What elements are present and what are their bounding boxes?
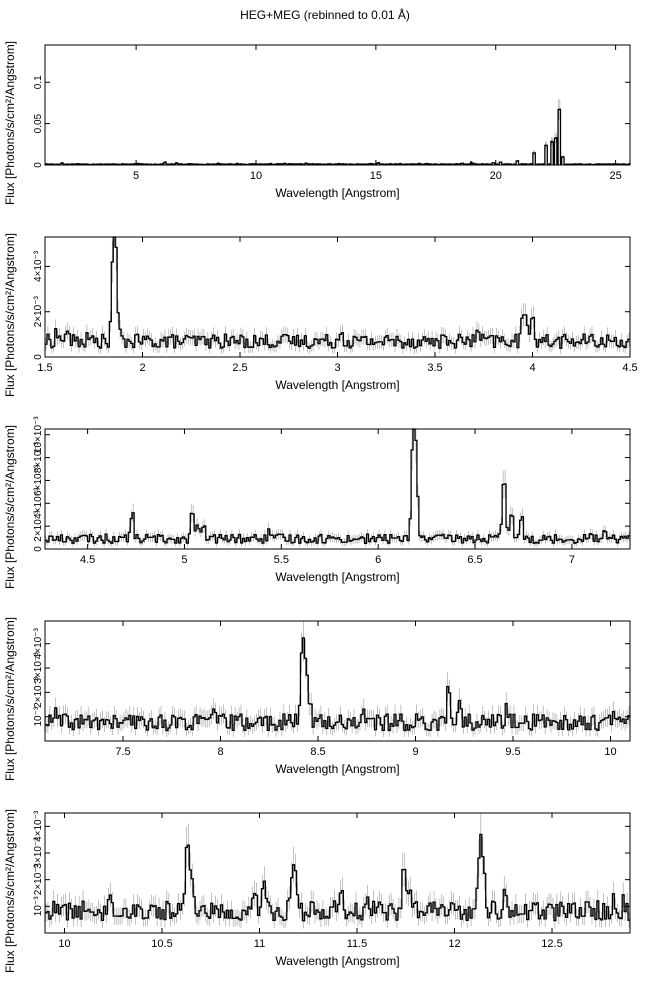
plot-frame bbox=[44, 44, 631, 166]
y-tick-label: 0.05 bbox=[33, 113, 44, 133]
x-tick-label: 7.5 bbox=[115, 746, 130, 758]
y-tick-label: 0 bbox=[33, 354, 44, 360]
y-tick-label: 0 bbox=[33, 546, 44, 552]
x-tick-label: 2 bbox=[139, 362, 145, 374]
x-tick-label: 10.5 bbox=[151, 938, 172, 950]
x-tick-label: 1.5 bbox=[37, 362, 52, 374]
y-axis-label: Flux [Photons/s/cm²/Angstrom] bbox=[3, 809, 17, 973]
spectrum-histogram-line bbox=[45, 108, 630, 166]
plot-frame bbox=[44, 812, 631, 934]
panel-2-1.5-4.5-angstrom: 1.5 2 2.5 3 3.5 4 4.5 0 2×10⁻³ 4×10⁻³ Wavelength [… bbox=[3, 233, 638, 397]
y-tick-label: 4×10⁻³ bbox=[33, 487, 44, 519]
x-tick-label: 4 bbox=[529, 362, 535, 374]
y-tick-label: 10⁻³ bbox=[33, 706, 44, 726]
y-tick-label: 8×10⁻³ bbox=[33, 441, 44, 473]
panel-4-7.1-10.1-angstrom: 7.5 8 8.5 9 9.5 10 10⁻³2×10⁻³3×10⁻³4×10⁻³ Wavel… bbox=[3, 617, 631, 781]
x-tick-label: 4.5 bbox=[80, 554, 95, 566]
x-tick-label: 6.5 bbox=[467, 554, 482, 566]
x-tick-label: 12.5 bbox=[541, 938, 562, 950]
spectrum-histogram-line bbox=[45, 833, 630, 922]
y-tick-label: 10⁻³ bbox=[33, 896, 44, 916]
x-axis-label: Wavelength [Angstrom] bbox=[275, 762, 399, 776]
x-axis-label: Wavelength [Angstrom] bbox=[275, 186, 399, 200]
spectrum-histogram-line bbox=[45, 236, 630, 349]
x-tick-label: 8 bbox=[217, 746, 223, 758]
x-tick-label: 11 bbox=[254, 938, 265, 950]
y-tick-label: 0.1 bbox=[33, 75, 44, 89]
spectrum-histogram-line bbox=[45, 428, 630, 544]
y-axis-label: Flux [Photons/s/cm²/Angstrom] bbox=[3, 425, 17, 589]
x-tick-label: 10 bbox=[58, 938, 70, 950]
x-tick-label: 8.5 bbox=[310, 746, 325, 758]
panel-1-full-spectrum: 5 10 15 20 25 0 0.05 0.1 Wavelength [Angstrom] Fl… bbox=[3, 41, 631, 205]
x-tick-label: 20 bbox=[490, 170, 502, 182]
error-bars bbox=[45, 99, 630, 165]
spectrum-histogram-line bbox=[45, 637, 630, 732]
y-axis-label: Flux [Photons/s/cm²/Angstrom] bbox=[3, 617, 17, 781]
x-tick-label: 12 bbox=[448, 938, 460, 950]
y-tick-label: 0 bbox=[33, 162, 44, 168]
x-tick-label: 9.5 bbox=[505, 746, 520, 758]
y-tick-label: 6×10⁻³ bbox=[33, 464, 44, 496]
y-axis-label: Flux [Photons/s/cm²/Angstrom] bbox=[3, 41, 17, 205]
error-bars bbox=[45, 237, 630, 354]
y-tick-label: 2×10⁻³ bbox=[33, 676, 44, 708]
x-axis-label: Wavelength [Angstrom] bbox=[275, 954, 399, 968]
panel-3-4.3-7.3-angstrom: 4.5 5 5.5 6 6.5 7 0 2×10⁻³4×10⁻³6×10⁻³8×10⁻³10×… bbox=[3, 416, 631, 589]
x-tick-label: 5.5 bbox=[274, 554, 289, 566]
figure-title: HEG+MEG (rebinned to 0.01 Å) bbox=[240, 8, 410, 22]
y-tick-label: 2×10⁻³ bbox=[33, 295, 44, 327]
panel-5-9.9-12.9-angstrom: 10 10.5 11 11.5 12 12.5 10⁻³2×10⁻³3×10⁻³4×10⁻³… bbox=[3, 809, 631, 973]
y-tick-label: 3×10⁻³ bbox=[33, 652, 44, 684]
x-tick-label: 11.5 bbox=[347, 938, 368, 950]
x-axis-label: Wavelength [Angstrom] bbox=[275, 378, 399, 392]
y-tick-label: 4×10⁻³ bbox=[33, 810, 44, 842]
x-tick-label: 6 bbox=[375, 554, 381, 566]
plot-frame bbox=[44, 620, 631, 742]
error-bars bbox=[45, 429, 630, 547]
x-tick-label: 7 bbox=[569, 554, 575, 566]
x-tick-label: 25 bbox=[609, 170, 621, 182]
x-tick-label: 5 bbox=[133, 170, 139, 182]
y-tick-label: 2×10⁻³ bbox=[33, 510, 44, 542]
x-axis-label: Wavelength [Angstrom] bbox=[275, 570, 399, 584]
x-tick-label: 10 bbox=[604, 746, 616, 758]
y-tick-label: 2×10⁻³ bbox=[33, 863, 44, 895]
y-axis-label: Flux [Photons/s/cm²/Angstrom] bbox=[3, 233, 17, 397]
y-tick-label: 4×10⁻³ bbox=[33, 627, 44, 659]
x-tick-label: 9 bbox=[412, 746, 418, 758]
x-tick-label: 15 bbox=[370, 170, 382, 182]
x-tick-label: 5 bbox=[181, 554, 187, 566]
y-tick-label: 10×10⁻³ bbox=[33, 416, 44, 453]
x-tick-label: 2.5 bbox=[232, 362, 247, 374]
y-tick-label: 4×10⁻³ bbox=[33, 250, 44, 282]
plot-frame bbox=[44, 428, 631, 550]
x-tick-label: 4.5 bbox=[622, 362, 637, 374]
y-tick-label: 3×10⁻³ bbox=[33, 837, 44, 869]
x-tick-label: 3 bbox=[334, 362, 340, 374]
x-tick-label: 3.5 bbox=[427, 362, 442, 374]
x-tick-label: 10 bbox=[250, 170, 262, 182]
